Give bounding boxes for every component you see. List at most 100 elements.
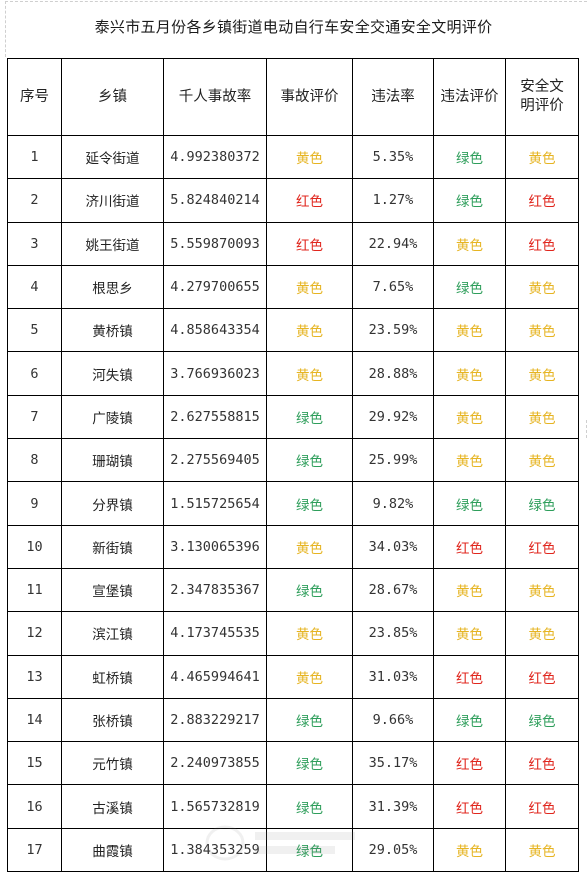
- cell-no: 9: [7, 481, 62, 526]
- cell-accident-eval: 黄色: [266, 351, 353, 396]
- cell-town: 分界镇: [61, 481, 164, 526]
- cell-town: 曲霞镇: [61, 827, 164, 873]
- cell-violation-eval: 黄色: [433, 308, 506, 353]
- cell-accident-rate: 1.565732819: [163, 784, 267, 829]
- cell-no: 15: [7, 741, 62, 786]
- table-row: 5 黄桥镇 4.858643354 黄色 23.59% 黄色 黄色: [7, 308, 579, 353]
- cell-violation-rate: 23.85%: [352, 611, 434, 656]
- cell-safety-eval: 黄色: [505, 827, 579, 873]
- cell-no: 16: [7, 784, 62, 829]
- cell-town: 济川街道: [61, 178, 164, 223]
- cell-safety-eval: 红色: [505, 654, 579, 699]
- cell-safety-eval: 黄色: [505, 611, 579, 656]
- cell-violation-rate: 22.94%: [352, 221, 434, 266]
- cell-no: 2: [7, 178, 62, 223]
- cell-accident-rate: 5.824840214: [163, 178, 267, 223]
- table-row: 9 分界镇 1.515725654 绿色 9.82% 绿色 绿色: [7, 481, 579, 526]
- cell-no: 6: [7, 351, 62, 396]
- cell-accident-eval: 绿色: [266, 827, 353, 873]
- cell-safety-eval: 黄色: [505, 351, 579, 396]
- cell-violation-rate: 29.92%: [352, 394, 434, 440]
- cell-violation-rate: 34.03%: [352, 524, 434, 569]
- cell-violation-eval: 黄色: [433, 394, 506, 440]
- cell-no: 8: [7, 438, 62, 483]
- cell-accident-rate: 1.515725654: [163, 481, 267, 526]
- table-row: 6 河失镇 3.766936023 黄色 28.88% 黄色 黄色: [7, 351, 579, 396]
- cell-town: 河失镇: [61, 351, 164, 396]
- cell-no: 14: [7, 697, 62, 743]
- cell-accident-eval: 黄色: [266, 264, 353, 310]
- cell-safety-eval: 绿色: [505, 481, 579, 526]
- table-row: 7 广陵镇 2.627558815 绿色 29.92% 黄色 黄色: [7, 394, 579, 440]
- cell-accident-eval: 绿色: [266, 394, 353, 440]
- cell-violation-rate: 28.67%: [352, 567, 434, 613]
- cell-violation-rate: 1.27%: [352, 178, 434, 223]
- cell-accident-eval: 红色: [266, 178, 353, 223]
- cell-accident-eval: 绿色: [266, 438, 353, 483]
- cell-accident-rate: 2.627558815: [163, 394, 267, 440]
- cell-violation-rate: 35.17%: [352, 741, 434, 786]
- cell-accident-rate: 2.347835367: [163, 567, 267, 613]
- cell-no: 5: [7, 308, 62, 353]
- table-row: 13 虹桥镇 4.465994641 黄色 31.03% 红色 红色: [7, 654, 579, 699]
- cell-violation-rate: 28.88%: [352, 351, 434, 396]
- header-no: 序号: [7, 58, 62, 136]
- cell-town: 广陵镇: [61, 394, 164, 440]
- cell-town: 滨江镇: [61, 611, 164, 656]
- table-row: 17 曲霞镇 1.384353259 绿色 29.05% 黄色 黄色: [7, 827, 579, 873]
- cell-accident-eval: 黄色: [266, 524, 353, 569]
- cell-safety-eval: 黄色: [505, 394, 579, 440]
- cell-town: 黄桥镇: [61, 308, 164, 353]
- cell-no: 3: [7, 221, 62, 266]
- cell-violation-eval: 绿色: [433, 697, 506, 743]
- cell-accident-eval: 黄色: [266, 611, 353, 656]
- cell-town: 宣堡镇: [61, 567, 164, 613]
- table-row: 11 宣堡镇 2.347835367 绿色 28.67% 黄色 黄色: [7, 567, 579, 613]
- cell-violation-eval: 黄色: [433, 827, 506, 873]
- table-header: 序号 乡镇 千人事故率 事故评价 违法率 违法评价 安全文明评价: [7, 58, 579, 136]
- cell-violation-eval: 红色: [433, 741, 506, 786]
- cell-no: 1: [7, 134, 62, 180]
- cell-violation-rate: 5.35%: [352, 134, 434, 180]
- table-row: 16 古溪镇 1.565732819 绿色 31.39% 红色 红色: [7, 784, 579, 829]
- cell-violation-eval: 黄色: [433, 567, 506, 613]
- cell-violation-rate: 23.59%: [352, 308, 434, 353]
- cell-accident-rate: 2.240973855: [163, 741, 267, 786]
- cell-no: 4: [7, 264, 62, 310]
- cell-safety-eval: 绿色: [505, 697, 579, 743]
- cell-accident-eval: 黄色: [266, 134, 353, 180]
- cell-accident-rate: 4.858643354: [163, 308, 267, 353]
- cell-violation-eval: 黄色: [433, 438, 506, 483]
- header-accident-rate: 千人事故率: [163, 58, 267, 136]
- cell-safety-eval: 红色: [505, 221, 579, 266]
- cell-accident-eval: 绿色: [266, 481, 353, 526]
- cell-safety-eval: 红色: [505, 784, 579, 829]
- sheet-gridline-left: [5, 1, 6, 57]
- cell-safety-eval: 黄色: [505, 134, 579, 180]
- cell-accident-rate: 1.384353259: [163, 827, 267, 873]
- cell-safety-eval: 红色: [505, 741, 579, 786]
- cell-no: 11: [7, 567, 62, 613]
- cell-violation-rate: 7.65%: [352, 264, 434, 310]
- header-accident-eval: 事故评价: [266, 58, 353, 136]
- cell-violation-eval: 红色: [433, 654, 506, 699]
- cell-no: 17: [7, 827, 62, 873]
- cell-town: 延令街道: [61, 134, 164, 180]
- table-row: 4 根思乡 4.279700655 黄色 7.65% 绿色 黄色: [7, 264, 579, 310]
- cell-violation-rate: 31.39%: [352, 784, 434, 829]
- cell-accident-rate: 4.992380372: [163, 134, 267, 180]
- cell-violation-rate: 25.99%: [352, 438, 434, 483]
- cell-town: 元竹镇: [61, 741, 164, 786]
- cell-violation-eval: 绿色: [433, 481, 506, 526]
- table-row: 12 滨江镇 4.173745535 黄色 23.85% 黄色 黄色: [7, 611, 579, 656]
- cell-town: 张桥镇: [61, 697, 164, 743]
- cell-town: 新街镇: [61, 524, 164, 569]
- cell-safety-eval: 红色: [505, 178, 579, 223]
- sheet-gridline-top: [5, 1, 587, 2]
- cell-accident-rate: 2.883229217: [163, 697, 267, 743]
- cell-violation-eval: 绿色: [433, 178, 506, 223]
- cell-violation-rate: 9.82%: [352, 481, 434, 526]
- header-violation-eval: 违法评价: [433, 58, 506, 136]
- cell-accident-eval: 红色: [266, 221, 353, 266]
- header-town: 乡镇: [61, 58, 164, 136]
